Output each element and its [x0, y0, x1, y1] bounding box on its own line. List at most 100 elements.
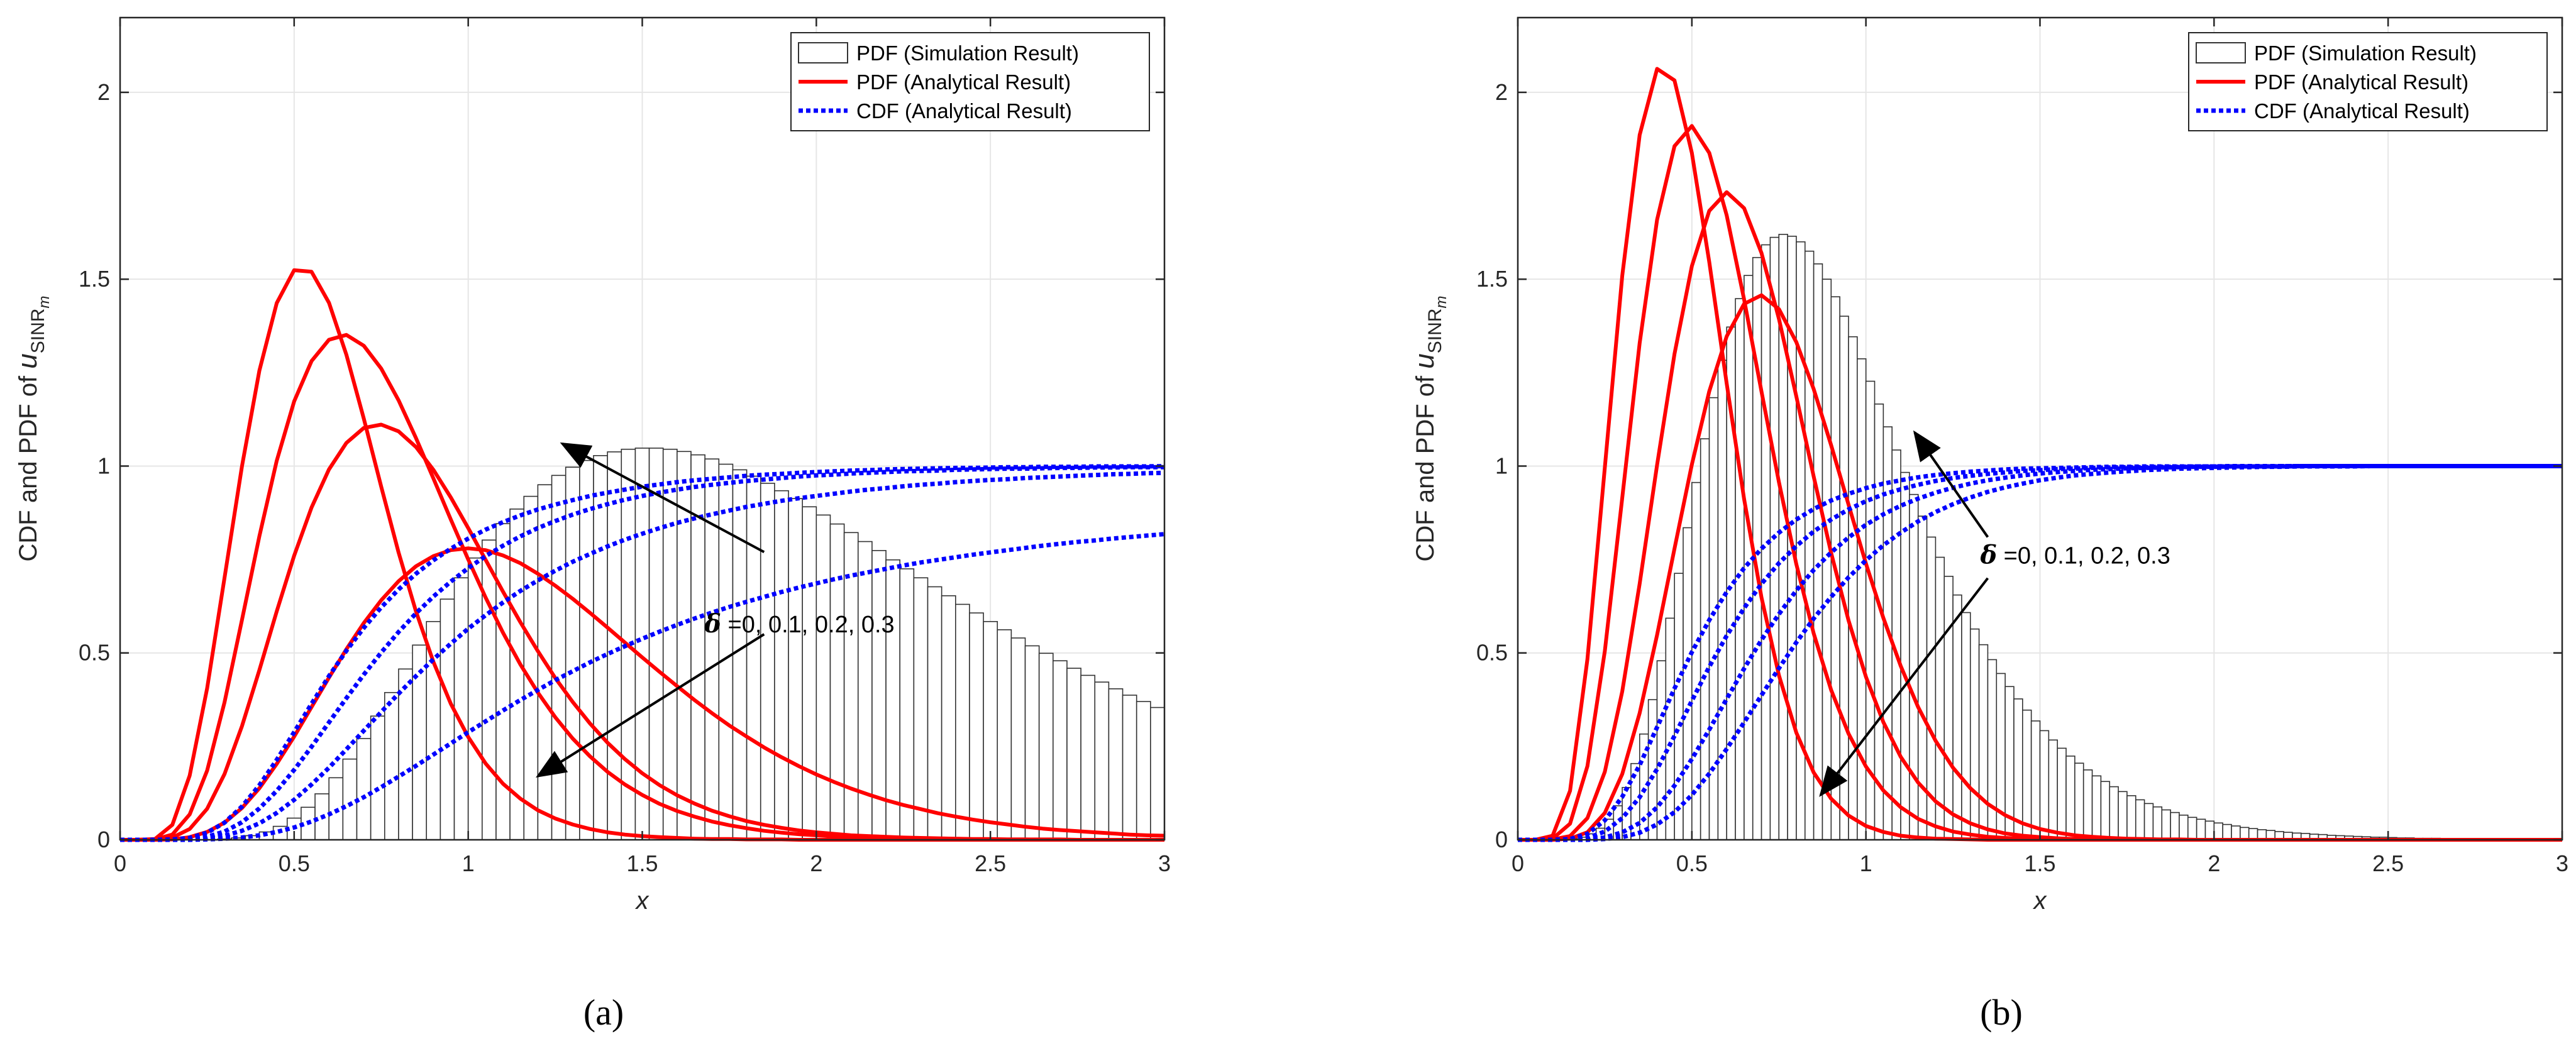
cdf-curve-7: [120, 532, 1165, 842]
histogram-bar: [2187, 817, 2197, 840]
histogram-bar: [1094, 681, 1110, 840]
histogram-bar: [969, 612, 984, 840]
histogram-bar: [356, 738, 372, 840]
y-tick-label: 0.5: [79, 640, 110, 666]
annotation-arrow-2: [1819, 577, 1989, 797]
histogram-bar: [1108, 688, 1124, 840]
histogram-bar: [1038, 652, 1054, 840]
histogram-bar: [2109, 786, 2119, 840]
histogram-bar: [412, 644, 428, 840]
histogram-bar: [439, 598, 455, 840]
histogram-bar: [2030, 720, 2041, 840]
x-tick-label: 2.5: [975, 850, 1006, 876]
delta-annotation: δ =0, 0.1, 0.2, 0.3: [1979, 540, 2170, 570]
histogram-bar: [2204, 820, 2215, 840]
histogram-bar: [1943, 576, 1954, 840]
delta-symbol: δ: [704, 609, 721, 639]
cdf-curve-4: [120, 464, 1165, 842]
x-tick-label: 2: [2208, 850, 2220, 876]
histogram-bar: [1978, 644, 1989, 840]
histogram-bar: [913, 577, 929, 840]
x-tick-label: 0.5: [279, 850, 310, 876]
x-tick-label: 0: [114, 850, 126, 876]
x-tick-label: 2: [810, 850, 822, 876]
histogram-bar: [1053, 660, 1068, 840]
legend-label: PDF (Simulation Result): [2254, 41, 2477, 65]
histogram-bar: [593, 455, 608, 840]
cdf-curve-5: [120, 465, 1164, 842]
histogram-bar: [453, 577, 469, 840]
histogram-bar: [1674, 573, 1684, 840]
histogram-bar: [1066, 668, 1081, 840]
panel-label: (b): [1980, 992, 2023, 1033]
panel-label-text: (a): [583, 992, 624, 1033]
histogram-bar: [941, 595, 956, 840]
y-axis-title-prefix: CDF and PDF of: [14, 369, 42, 562]
histogram-bar: [815, 514, 831, 840]
histogram-bar: [579, 459, 594, 840]
histogram-bar: [2118, 791, 2128, 840]
legend-box: [790, 32, 1150, 131]
histogram-bar: [955, 603, 970, 840]
histogram-bar: [1656, 660, 1667, 840]
histogram-bar: [829, 523, 845, 840]
histogram-bar: [370, 715, 385, 840]
ticks: 0 0.5 1 1.5 2 2.5 3 0 0.5 1 1.5 2: [1476, 18, 2568, 876]
histogram-bar: [662, 448, 678, 840]
legend: PDF (Simulation Result) PDF (Analytical R…: [2188, 32, 2548, 131]
y-tick-label: 1.5: [79, 266, 110, 292]
histogram-bar: [774, 490, 789, 840]
histogram-bar: [1952, 594, 1962, 840]
histogram-bar: [1150, 707, 1165, 840]
histogram-bar: [2039, 730, 2050, 840]
y-tick-label: 1.5: [1476, 266, 1508, 292]
histogram-bar: [2135, 799, 2145, 840]
histogram-bar: [1024, 645, 1040, 840]
histogram-bar: [2196, 818, 2206, 840]
legend-label: CDF (Analytical Result): [2254, 99, 2470, 123]
panel-label-text: (b): [1980, 992, 2023, 1033]
annotation-arrow-2: [536, 633, 765, 778]
cdf-curve-6: [120, 470, 1165, 842]
x-tick-label: 2.5: [2372, 850, 2404, 876]
histogram-bar: [718, 463, 734, 840]
histogram-bar: [2091, 775, 2102, 840]
histogram-bar: [1122, 695, 1137, 840]
histogram-bar: [1935, 556, 1945, 840]
delta-values: =0, 0.1, 0.2, 0.3: [1997, 542, 2170, 569]
histogram-bar: [1969, 628, 1980, 840]
legend-swatch-bar: [798, 42, 848, 63]
histogram-bar: [1848, 336, 1858, 840]
annotation-arrow-1: [1913, 430, 1989, 538]
y-axis-title-subsub: m: [36, 296, 53, 309]
histogram-bar: [634, 448, 650, 840]
y-axis-title-prefix: CDF and PDF of: [1412, 369, 1439, 562]
histogram-bar: [2213, 822, 2223, 840]
histogram-bar: [1136, 701, 1151, 840]
x-tick-label: 3: [2556, 850, 2568, 876]
delta-symbol: δ: [1979, 540, 1997, 570]
histogram-bar: [802, 506, 817, 840]
y-tick-label: 0.5: [1476, 640, 1508, 666]
histogram-bar: [467, 557, 483, 840]
histogram-bar: [1665, 617, 1675, 840]
annotation-arrow-1: [560, 442, 765, 553]
delta-annotation: δ =0, 0.1, 0.2, 0.3: [704, 609, 894, 639]
histogram-bars: [217, 448, 1165, 840]
y-tick-label: 1: [97, 453, 110, 478]
histogram-bar: [482, 539, 497, 840]
histogram-bar: [746, 475, 761, 840]
y-tick-label: 0: [1495, 827, 1508, 852]
legend-label: PDF (Analytical Result): [856, 70, 1071, 94]
legend-box: [2188, 32, 2548, 131]
y-axis-title: CDF and PDF of uSINRm: [1409, 296, 1450, 562]
cdf-curve-7: [1518, 464, 2562, 842]
histogram-bar: [2126, 795, 2137, 840]
histogram-bar: [788, 498, 803, 840]
histogram-bar: [2082, 769, 2093, 840]
histogram-bar: [2152, 806, 2163, 840]
y-axis-title-var: u: [12, 353, 43, 368]
pdf-curve-3: [120, 546, 1165, 842]
histogram-bar: [1909, 493, 1919, 840]
histogram-bar: [2022, 709, 2032, 840]
